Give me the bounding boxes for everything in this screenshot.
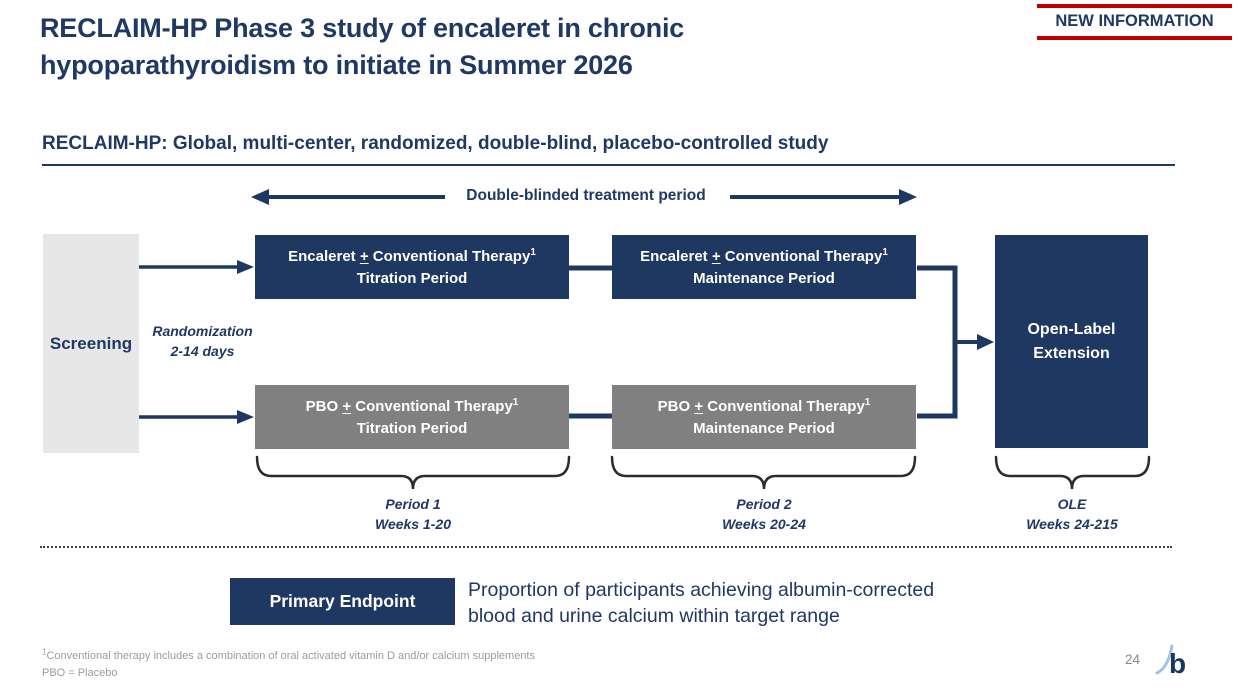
timeline-label-period-2: Period 2 Weeks 20-24 — [684, 495, 844, 534]
logo-letter: b — [1169, 648, 1186, 679]
footnote-ref: 1 — [882, 247, 888, 259]
screening-top-arrowhead-icon — [237, 260, 254, 274]
slide-title-line1: RECLAIM-HP Phase 3 study of encaleret in… — [40, 13, 685, 43]
randomization-line2: 2-14 days — [170, 343, 235, 360]
arm-regimen: PBO + Conventional Therapy1 — [657, 397, 871, 416]
primary-endpoint-box: Primary Endpoint — [230, 578, 455, 625]
arm-phase: Maintenance Period — [693, 419, 835, 437]
new-information-badge: NEW INFORMATION — [1037, 4, 1232, 40]
slide-title: RECLAIM-HP Phase 3 study of encaleret in… — [40, 10, 684, 85]
double-blind-period-label: Double-blinded treatment period — [466, 187, 706, 204]
screening-box: Screening — [43, 234, 139, 453]
arm-box-encaleret-titration: Encaleret + Conventional Therapy1 Titrat… — [255, 235, 569, 299]
endpoint-desc-line1: Proportion of participants achieving alb… — [468, 579, 935, 601]
randomization-line1: Randomization — [152, 323, 253, 339]
brace-period-2 — [610, 455, 917, 490]
ole-arrowhead-icon — [977, 334, 994, 350]
primary-endpoint-description: Proportion of participants achieving alb… — [468, 577, 934, 630]
period-weeks: Weeks 24-215 — [1026, 515, 1118, 532]
plus-underlined: + — [694, 398, 704, 416]
footnotes: 1Conventional therapy includes a combina… — [42, 648, 535, 681]
page-number: 24 — [1125, 652, 1141, 667]
study-subtitle: RECLAIM-HP: Global, multi-center, random… — [42, 133, 1175, 166]
ole-line2: Extension — [1033, 344, 1110, 362]
logo-swoosh-icon — [1155, 644, 1174, 675]
footnote-pbo: PBO = Placebo — [42, 666, 118, 679]
arm-regimen: PBO + Conventional Therapy1 — [305, 397, 519, 416]
footnote-ref: 1 — [42, 647, 47, 657]
footnote-ref: 1 — [512, 397, 519, 409]
period-weeks: Weeks 20-24 — [722, 515, 806, 532]
period-name: Period 2 — [736, 496, 792, 512]
ole-line1: Open-Label — [1027, 320, 1116, 338]
double-blind-right-arrowhead-icon — [899, 189, 917, 205]
arm-phase: Titration Period — [356, 419, 468, 437]
timeline-label-ole: OLE Weeks 24-215 — [992, 495, 1152, 534]
slide-title-line2: hypoparathyroidism to initiate in Summer… — [40, 50, 633, 81]
endpoint-desc-line2: blood and urine calcium within target ra… — [468, 605, 840, 628]
footnote-ref: 1 — [864, 397, 871, 409]
double-blind-left-arrowhead-icon — [251, 189, 269, 205]
period-name: Period 1 — [385, 496, 441, 512]
arm-regimen: Encaleret + Conventional Therapy1 — [640, 247, 888, 266]
arm-box-encaleret-maintenance: Encaleret + Conventional Therapy1 Mainte… — [612, 235, 916, 299]
arm-regimen: Encaleret + Conventional Therapy1 — [288, 247, 536, 266]
arm-box-pbo-maintenance: PBO + Conventional Therapy1 Maintenance … — [612, 385, 916, 449]
plus-underlined: + — [342, 398, 352, 416]
timeline-label-period-1: Period 1 Weeks 1-20 — [333, 495, 493, 534]
merge-bracket-line — [917, 265, 958, 419]
arm-box-pbo-titration: PBO + Conventional Therapy1 Titration Pe… — [255, 385, 569, 449]
brace-ole — [994, 455, 1151, 490]
plus-underlined: + — [359, 248, 369, 266]
brace-period-1 — [255, 455, 571, 490]
randomization-label: Randomization 2-14 days — [140, 321, 265, 362]
arm-phase: Titration Period — [356, 269, 468, 287]
screening-bottom-arrowhead-icon — [237, 410, 254, 424]
plus-underlined: + — [711, 248, 721, 266]
footnote-conventional-therapy: 1Conventional therapy includes a combina… — [42, 647, 535, 662]
period-name: OLE — [1057, 496, 1087, 512]
period-weeks: Weeks 1-20 — [374, 515, 451, 532]
open-label-extension-box: Open-Label Extension — [995, 235, 1148, 448]
arm-phase: Maintenance Period — [693, 269, 835, 287]
dotted-divider — [40, 546, 1172, 548]
footnote-ref: 1 — [530, 247, 536, 259]
company-logo: b — [1155, 644, 1186, 679]
